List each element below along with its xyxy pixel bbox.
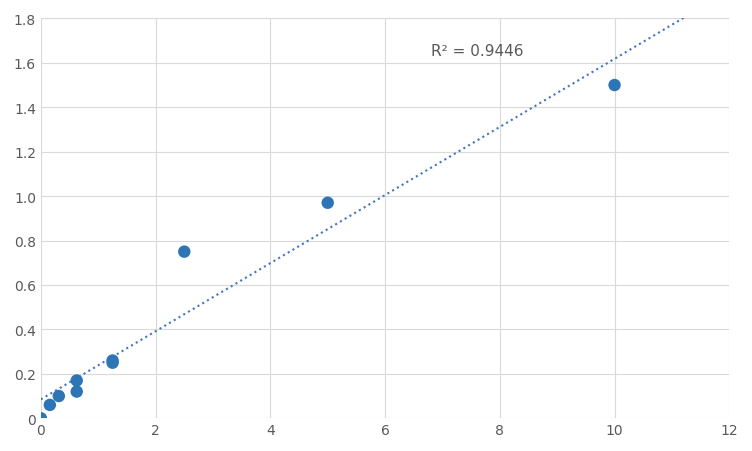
Point (71, 377, 83, 384)
Point (107, 359, 119, 367)
Point (53, 392, 65, 400)
Point (608, 82, 620, 89)
Point (44, 401, 56, 409)
Point (71, 388, 83, 396)
Point (178, 249, 190, 256)
Point (35, 415, 47, 422)
Point (322, 200, 334, 207)
Text: R² = 0.9446: R² = 0.9446 (431, 44, 523, 59)
Point (107, 357, 119, 364)
